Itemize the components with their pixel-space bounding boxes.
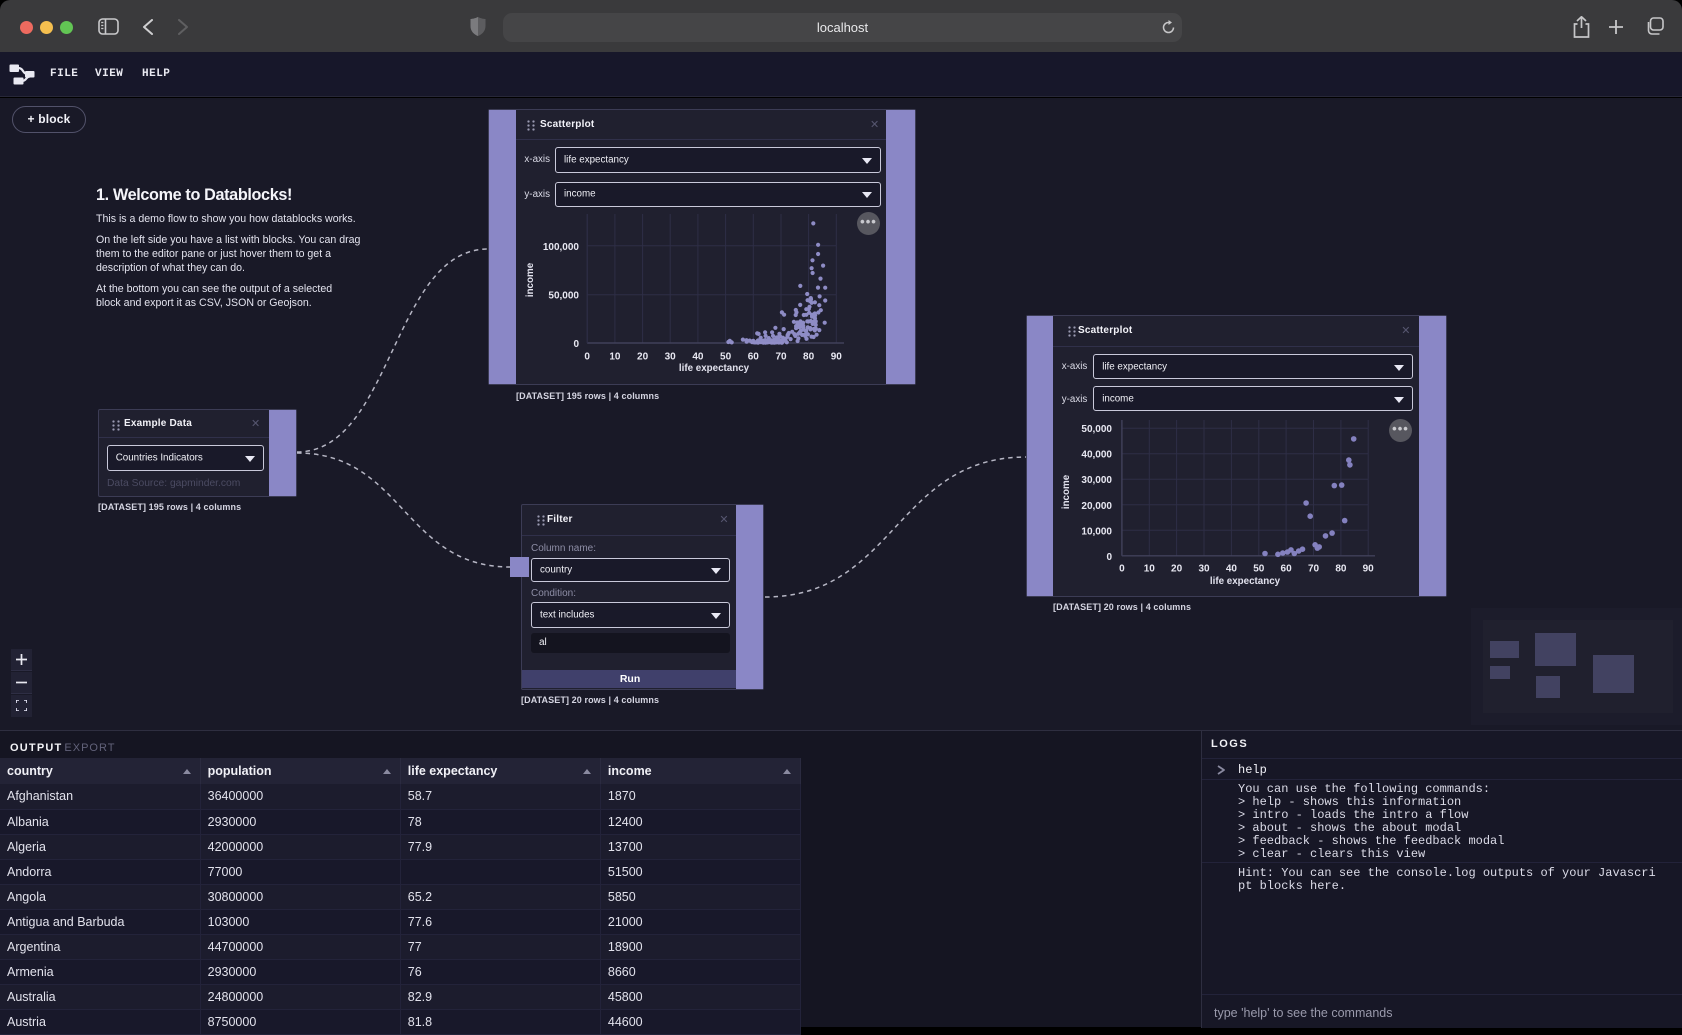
svg-text:60: 60 bbox=[1281, 564, 1293, 575]
svg-text:30,000: 30,000 bbox=[1081, 475, 1112, 486]
svg-text:40,000: 40,000 bbox=[1081, 450, 1112, 461]
svg-text:income: income bbox=[1061, 474, 1072, 509]
svg-text:50: 50 bbox=[720, 352, 732, 363]
svg-text:40: 40 bbox=[1226, 564, 1238, 575]
svg-text:20: 20 bbox=[1171, 564, 1183, 575]
svg-text:10: 10 bbox=[609, 352, 621, 363]
svg-text:60: 60 bbox=[748, 352, 760, 363]
svg-text:50: 50 bbox=[1253, 564, 1265, 575]
svg-text:30: 30 bbox=[665, 352, 677, 363]
svg-text:80: 80 bbox=[1335, 564, 1347, 575]
svg-text:10: 10 bbox=[1144, 564, 1156, 575]
svg-text:70: 70 bbox=[775, 352, 787, 363]
svg-text:50,000: 50,000 bbox=[1081, 424, 1112, 435]
svg-text:20,000: 20,000 bbox=[1081, 501, 1112, 512]
svg-text:90: 90 bbox=[1363, 564, 1375, 575]
svg-text:0: 0 bbox=[1119, 564, 1125, 575]
svg-text:30: 30 bbox=[1198, 564, 1210, 575]
svg-text:100,000: 100,000 bbox=[543, 242, 580, 253]
svg-text:life expectancy: life expectancy bbox=[679, 363, 750, 374]
svg-text:0: 0 bbox=[1106, 552, 1112, 563]
svg-text:40: 40 bbox=[692, 352, 704, 363]
svg-text:life expectancy: life expectancy bbox=[1210, 576, 1281, 587]
svg-text:90: 90 bbox=[831, 352, 843, 363]
svg-text:80: 80 bbox=[803, 352, 815, 363]
svg-text:70: 70 bbox=[1308, 564, 1320, 575]
svg-text:50,000: 50,000 bbox=[548, 291, 579, 302]
svg-text:20: 20 bbox=[637, 352, 649, 363]
svg-text:10,000: 10,000 bbox=[1081, 526, 1112, 537]
svg-text:0: 0 bbox=[573, 339, 579, 350]
svg-text:income: income bbox=[525, 262, 536, 297]
svg-text:0: 0 bbox=[584, 352, 590, 363]
